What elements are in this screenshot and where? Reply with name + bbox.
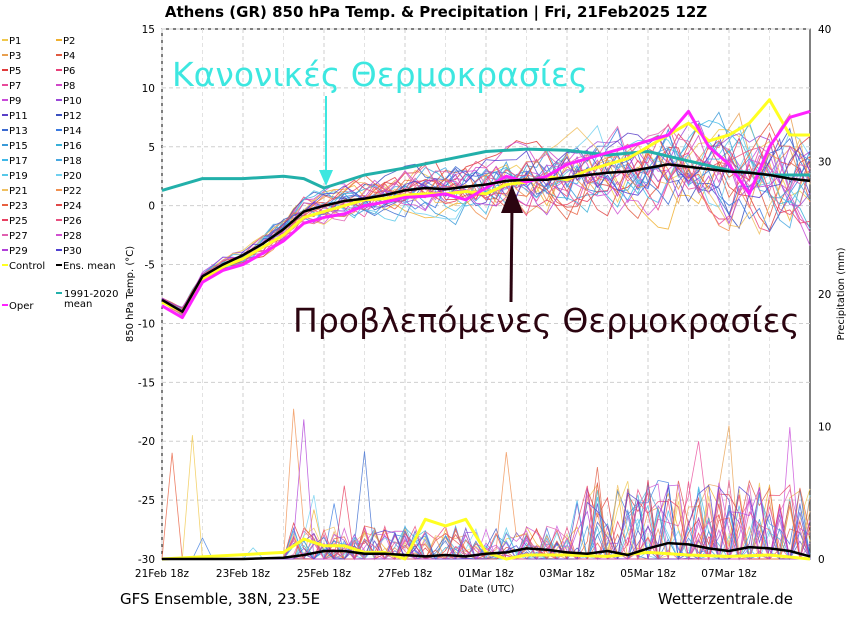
y-tick-label-right: 20 <box>818 289 831 301</box>
legend-label-ens-mean: Ens. mean <box>63 261 116 272</box>
legend-label-p19: P19 <box>9 171 28 182</box>
x-tick-label: 03Mar 18z <box>539 568 595 580</box>
series-oper <box>161 109 811 320</box>
series-ens-mean-precipitation <box>162 541 811 561</box>
legend-label-p17: P17 <box>9 156 28 167</box>
y-tick-label-right: 10 <box>818 422 831 434</box>
x-tick-label: 01Mar 18z <box>458 568 514 580</box>
x-axis-label: Date (UTC) <box>460 584 515 595</box>
x-tick-label: 23Feb 18z <box>216 568 271 580</box>
x-tick-label: 07Mar 18z <box>701 568 757 580</box>
legend-label-p20: P20 <box>63 171 82 182</box>
legend-label-p22: P22 <box>63 186 82 197</box>
legend-label-p9: P9 <box>9 96 21 107</box>
legend-label-p30: P30 <box>63 246 82 257</box>
arrow-forecast-shaft <box>509 204 514 303</box>
legend-label-p6: P6 <box>63 66 75 77</box>
member-line-p21 <box>161 126 811 316</box>
legend-label-p5: P5 <box>9 66 21 77</box>
legend-label-climate-mean: 1991-2020 mean <box>64 289 119 310</box>
footer-source: Wetterzentrale.de <box>658 590 793 608</box>
y-axis-label-left: 850 hPa Temp. (°C) <box>125 246 136 342</box>
footer-model-info: GFS Ensemble, 38N, 23.5E <box>120 590 320 608</box>
legend-label-p23: P23 <box>9 201 28 212</box>
legend-label-p3: P3 <box>9 51 21 62</box>
member-line-p30 <box>161 133 811 314</box>
legend-label-p13: P13 <box>9 126 28 137</box>
y-tick-label-right: 40 <box>818 24 831 36</box>
plot-area <box>161 28 811 561</box>
y-tick-label-right: 0 <box>818 554 825 566</box>
legend-label-p15: P15 <box>9 141 28 152</box>
legend-label-p7: P7 <box>9 81 21 92</box>
member-line-p4 <box>161 154 811 312</box>
arrow-forecast-head <box>501 185 523 213</box>
legend-label-p27: P27 <box>9 231 28 242</box>
member-line-p27 <box>161 125 811 315</box>
legend-label-p18: P18 <box>63 156 82 167</box>
x-tick-label: 27Feb 18z <box>378 568 433 580</box>
member-line-p22 <box>161 147 811 315</box>
y-tick-label-left: 15 <box>142 24 155 36</box>
legend-label-p29: P29 <box>9 246 28 257</box>
y-tick-label-left: -10 <box>138 318 155 330</box>
y-tick-label-left: -15 <box>138 377 155 389</box>
series-ens-mean <box>161 163 811 313</box>
y-tick-label-left: 0 <box>148 201 155 213</box>
series-1991-2020-mean <box>161 147 810 192</box>
member-line-p25 <box>161 133 811 315</box>
annotation-normal-temperatures: Κανονικές Θερμοκρασίες <box>172 55 588 94</box>
legend-label-p11: P11 <box>9 111 28 122</box>
y-tick-label-left: -30 <box>138 554 155 566</box>
legend-label-p28: P28 <box>63 231 82 242</box>
legend-label-p4: P4 <box>63 51 75 62</box>
y-tick-label-left: -5 <box>145 260 155 272</box>
legend-label-p1: P1 <box>9 36 21 47</box>
y-tick-label-left: 5 <box>148 142 155 154</box>
x-tick-label: 05Mar 18z <box>620 568 676 580</box>
legend-label-control: Control <box>9 261 45 272</box>
series-control-precipitation <box>161 517 811 561</box>
legend: P1 P2 P3 P4 P5 P6 P7 P8 P9 P10 P11 P12 P13 P14 P15 P16 P… <box>2 36 119 312</box>
legend-label-p21: P21 <box>9 186 28 197</box>
legend-label-p2: P2 <box>63 36 75 47</box>
x-tick-label: 21Feb 18z <box>135 568 190 580</box>
y-tick-label-left: -20 <box>138 436 155 448</box>
annotation-forecast-temperatures: Προβλεπόμενες Θερμοκρασίες <box>293 301 800 340</box>
legend-label-oper: Oper <box>9 301 34 312</box>
legend-label-p25: P25 <box>9 216 28 227</box>
legend-label-p14: P14 <box>63 126 82 137</box>
legend-label-p24: P24 <box>63 201 82 212</box>
x-tick-label: 25Feb 18z <box>297 568 352 580</box>
legend-label-p8: P8 <box>63 81 75 92</box>
y-tick-label-left: -25 <box>138 495 155 507</box>
legend-label-p16: P16 <box>63 141 82 152</box>
y-tick-label-left: 10 <box>142 83 155 95</box>
y-axis-label-right: Precipitation (mm) <box>836 247 847 340</box>
y-tick-label-right: 30 <box>818 157 831 169</box>
legend-label-p10: P10 <box>63 96 82 107</box>
chart-title: Athens (GR) 850 hPa Temp. & Precipitatio… <box>165 3 707 22</box>
arrow-normal-head <box>319 170 333 186</box>
legend-label-p12: P12 <box>63 111 82 122</box>
legend-label-p26: P26 <box>63 216 82 227</box>
